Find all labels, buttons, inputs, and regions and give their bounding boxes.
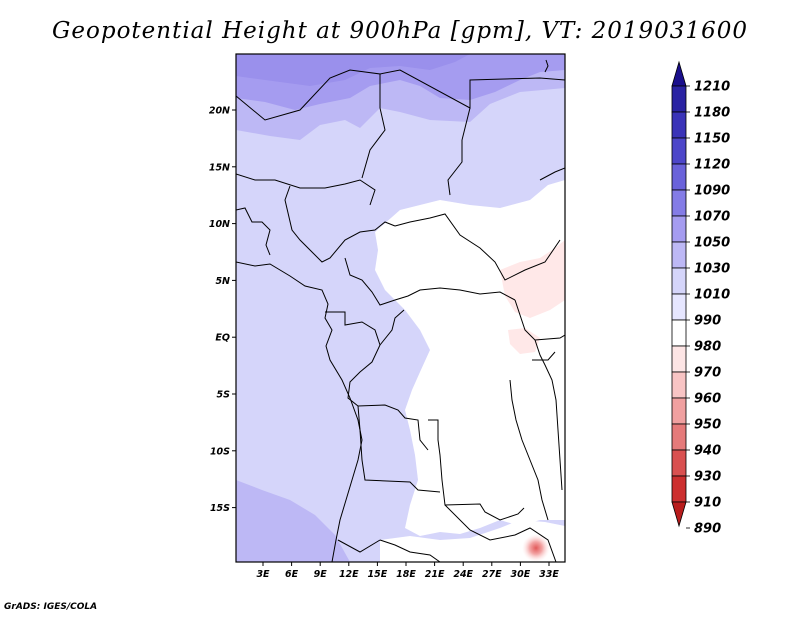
colorbar-level-label: 1180 (694, 106, 730, 121)
lon-tick-label: 9E (314, 569, 328, 580)
longitude-axis: 3E 6E 9E 12E 15E 18E 21E 24E 27E 30E 33E (256, 562, 559, 580)
colorbar-box (671, 449, 687, 477)
map-frame (235, 53, 566, 563)
lon-tick-label: 18E (396, 569, 416, 580)
colorbar-level-label: 1090 (694, 184, 730, 199)
colorbar-box (671, 111, 687, 139)
colorbar-level-label: 930 (694, 470, 721, 485)
colorbar-box (671, 189, 687, 217)
lon-tick-label: 27E (482, 569, 502, 580)
colorbar-level-label: 950 (694, 418, 721, 433)
lon-tick-label: 21E (425, 569, 445, 580)
height-field (236, 54, 565, 562)
lat-tick-label: 20N (209, 106, 230, 117)
colorbar-level-label: 960 (694, 392, 721, 407)
lon-tick-label: 6E (285, 569, 299, 580)
lon-tick-label: 12E (339, 569, 359, 580)
lon-tick-label: 15E (368, 569, 388, 580)
colorbar-box (671, 85, 687, 113)
lat-tick-label: 15S (210, 503, 230, 514)
colorbar-level-label: 1070 (694, 210, 730, 225)
colorbar-bottom-arrow (671, 501, 687, 528)
colorbar-level-label: 1120 (694, 158, 730, 173)
colorbar-box (671, 293, 687, 321)
colorbar-level-label: 1150 (694, 132, 730, 147)
colorbar-box (671, 397, 687, 425)
lat-tick-label: 15N (209, 162, 230, 173)
colorbar-level-label: 1010 (694, 288, 730, 303)
lat-tick-label: 10S (210, 446, 230, 457)
latitude-axis: 20N 15N 10N 5N EQ 5S 10S 15S (209, 106, 236, 514)
lat-tick-label: EQ (215, 333, 230, 344)
lon-tick-label: 24E (453, 569, 473, 580)
colorbar-level-label: 1210 (694, 80, 730, 95)
colorbar-level-label: 1050 (694, 236, 730, 251)
colorbar-box (671, 137, 687, 165)
colorbar-box (671, 345, 687, 373)
lon-tick-label: 33E (539, 569, 559, 580)
colorbar: 1210 1180 1150 1120 1090 1070 1050 1030 1010 990 9… (671, 60, 730, 537)
lon-tick-label: 30E (511, 569, 531, 580)
lon-tick-label: 3E (256, 569, 270, 580)
colorbar-box (671, 423, 687, 451)
colorbar-box (671, 215, 687, 243)
colorbar-level-label: 1030 (694, 262, 730, 277)
colorbar-box (671, 163, 687, 191)
colorbar-box (671, 319, 687, 347)
colorbar-level-label: 940 (694, 444, 721, 459)
colorbar-level-label: 970 (694, 366, 721, 381)
colorbar-top-arrow (671, 60, 687, 87)
lat-tick-label: 5S (217, 390, 231, 401)
country-borders (236, 59, 565, 562)
grads-credit: GrADS: IGES/COLA (4, 602, 98, 612)
map-title: Geopotential Height at 900hPa [gpm], VT:… (52, 18, 748, 44)
colorbar-level-label: 890 (694, 522, 721, 537)
lat-tick-label: 10N (209, 219, 230, 230)
colorbar-level-label: 980 (694, 340, 721, 355)
colorbar-level-label: 990 (694, 314, 721, 329)
colorbar-box (671, 267, 687, 295)
colorbar-box (671, 475, 687, 503)
lat-tick-label: 5N (215, 276, 230, 287)
colorbar-box (671, 371, 687, 399)
colorbar-box (671, 241, 687, 269)
colorbar-level-label: 910 (694, 496, 721, 511)
